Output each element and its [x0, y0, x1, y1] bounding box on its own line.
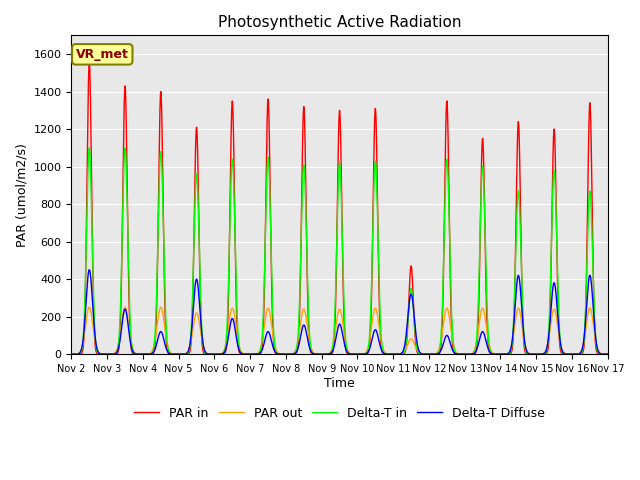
PAR out	[482, 322, 490, 327]
PAR in	[125, 264, 132, 270]
PAR in	[248, 351, 255, 357]
Delta-T in	[440, 272, 447, 278]
PAR out	[440, 323, 447, 328]
PAR in	[68, 351, 76, 357]
Legend: PAR in, PAR out, Delta-T in, Delta-T Diffuse: PAR in, PAR out, Delta-T in, Delta-T Dif…	[129, 402, 550, 425]
PAR in	[132, 351, 140, 357]
Delta-T Diffuse	[326, 351, 334, 357]
PAR out	[132, 351, 140, 357]
X-axis label: Time: Time	[324, 377, 355, 390]
Delta-T in	[132, 351, 140, 357]
PAR out	[604, 351, 612, 357]
PAR in	[482, 287, 490, 293]
PAR out	[86, 304, 93, 310]
Line: Delta-T in: Delta-T in	[72, 148, 608, 354]
Delta-T Diffuse	[86, 267, 93, 273]
Delta-T Diffuse	[604, 351, 612, 357]
Text: VR_met: VR_met	[76, 48, 129, 61]
Delta-T Diffuse	[440, 341, 447, 347]
PAR in	[604, 351, 612, 357]
PAR out	[68, 351, 76, 357]
Delta-T Diffuse	[68, 351, 76, 357]
Delta-T in	[125, 257, 132, 263]
PAR in	[86, 59, 93, 64]
PAR in	[440, 282, 447, 288]
Line: Delta-T Diffuse: Delta-T Diffuse	[72, 270, 608, 354]
Delta-T Diffuse	[248, 351, 255, 357]
Delta-T in	[326, 351, 334, 357]
Delta-T in	[68, 351, 76, 357]
Delta-T Diffuse	[125, 324, 132, 330]
PAR in	[326, 351, 334, 357]
Delta-T Diffuse	[132, 351, 140, 357]
Delta-T in	[248, 351, 255, 357]
Title: Photosynthetic Active Radiation: Photosynthetic Active Radiation	[218, 15, 461, 30]
Delta-T in	[604, 351, 612, 357]
Line: PAR out: PAR out	[72, 307, 608, 354]
Y-axis label: PAR (umol/m2/s): PAR (umol/m2/s)	[15, 143, 28, 247]
Delta-T in	[86, 145, 93, 151]
Line: PAR in: PAR in	[72, 61, 608, 354]
PAR out	[248, 351, 255, 357]
Delta-T Diffuse	[482, 338, 490, 344]
PAR out	[125, 320, 132, 326]
PAR out	[326, 349, 334, 355]
Delta-T in	[482, 270, 490, 276]
